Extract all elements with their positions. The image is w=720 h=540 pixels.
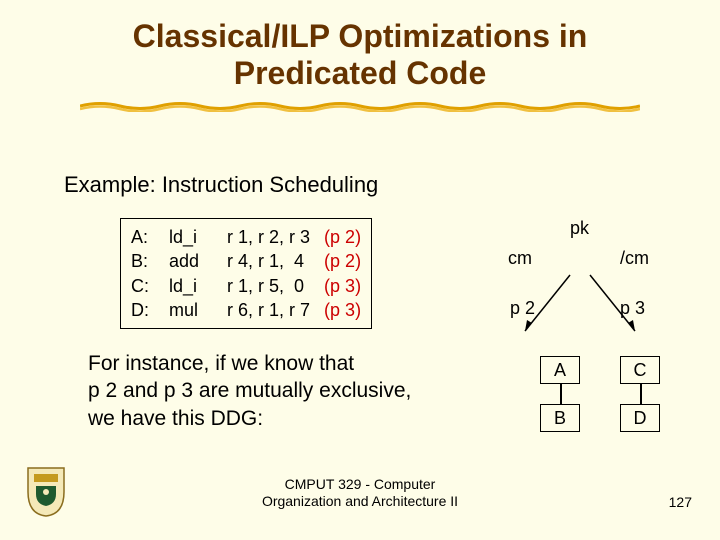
table-row: B: add r 4, r 1, 4 (p 2) (131, 249, 361, 273)
tree-edge-label-right: /cm (620, 248, 649, 269)
body-line: For instance, if we know that (88, 350, 411, 377)
ddg-edge (560, 384, 562, 404)
university-crest-icon (24, 464, 68, 518)
title-underline (80, 100, 640, 112)
footer-line: Organization and Architecture II (0, 493, 720, 510)
ddg-node: D (620, 404, 660, 432)
ddg-edge (640, 384, 642, 404)
ddg-diagram: A C B D (540, 356, 700, 456)
body-line: p 2 and p 3 are mutually exclusive, (88, 377, 411, 404)
ddg-node: C (620, 356, 660, 384)
ddg-node: A (540, 356, 580, 384)
tree-root: pk (570, 218, 589, 239)
footer: CMPUT 329 - Computer Organization and Ar… (0, 476, 720, 510)
example-heading: Example: Instruction Scheduling (64, 172, 378, 198)
page-number: 127 (669, 494, 692, 510)
table-row: D: mul r 6, r 1, r 7 (p 3) (131, 298, 361, 322)
body-line: we have this DDG: (88, 405, 411, 432)
table-row: A: ld_i r 1, r 2, r 3 (p 2) (131, 225, 361, 249)
instruction-table: A: ld_i r 1, r 2, r 3 (p 2) B: add r 4, … (120, 218, 372, 329)
tree-leaf-right: p 3 (620, 298, 645, 319)
tree-edge-label-left: cm (508, 248, 532, 269)
ddg-node: B (540, 404, 580, 432)
table-row: C: ld_i r 1, r 5, 0 (p 3) (131, 274, 361, 298)
title-area: Classical/ILP Optimizations in Predicate… (0, 0, 720, 112)
slide-title-line1: Classical/ILP Optimizations in (20, 18, 700, 55)
body-paragraph: For instance, if we know that p 2 and p … (88, 350, 411, 432)
slide-title-line2: Predicated Code (20, 55, 700, 92)
footer-line: CMPUT 329 - Computer (0, 476, 720, 493)
tree-leaf-left: p 2 (510, 298, 535, 319)
